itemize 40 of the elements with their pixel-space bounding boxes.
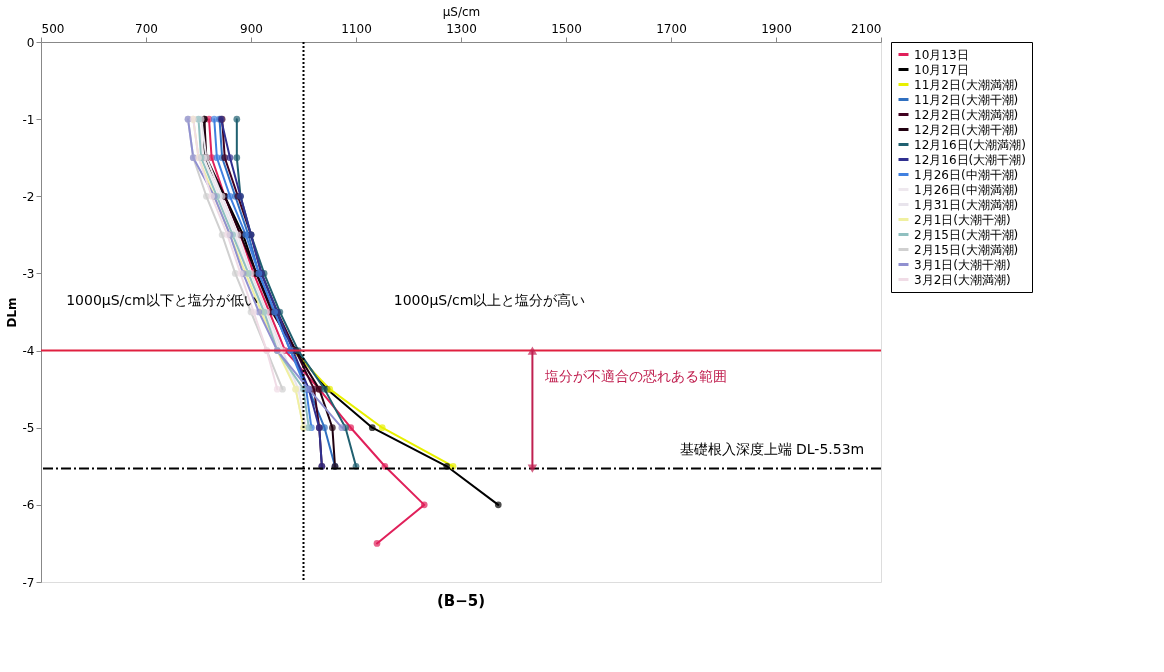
legend-label: 12月2日(大潮満潮) [914,107,1019,122]
x-tick-label: 1700 [656,21,687,36]
legend-label: 11月2日(大潮干潮) [914,92,1019,107]
legend-label: 2月15日(大潮満潮) [914,242,1019,257]
x-tick-label: 1100 [341,21,372,36]
x-axis-title: μS/cm [442,4,481,19]
x-tick-label: 700 [135,21,158,36]
y-tick-label: -5 [22,421,35,436]
y-tick-label: -7 [22,575,35,590]
legend-label: 3月2日(大潮満潮) [914,272,1011,287]
y-tick-label: -2 [22,189,35,204]
legend-label: 12月2日(大潮干潮) [914,122,1019,137]
legend-label: 1月31日(大潮満潮) [914,197,1019,212]
x-tick-label: 1900 [761,21,792,36]
annotation: 1000μS/cm以上と塩分が高い [393,292,586,309]
y-tick-label: -1 [22,112,35,127]
legend-label: 3月1日(大潮干潮) [914,257,1011,272]
legend-label: 11月2日(大潮満潮) [914,77,1019,92]
legend-label: 2月15日(大潮干潮) [914,227,1019,242]
x-tick-label: 1300 [446,21,477,36]
x-tick-label: 1500 [551,21,582,36]
y-tick-label: -3 [22,266,35,281]
annotation: 1000μS/cm以下と塩分が低い [66,292,258,309]
legend-label: 1月26日(中潮干潮) [914,167,1019,182]
annotation: 基礎根入深度上端 DL-5.53m [679,440,865,457]
y-tick-label: -6 [22,498,35,513]
legend-label: 1月26日(中潮満潮) [914,182,1019,197]
legend-label: 12月16日(大潮干潮) [914,152,1026,167]
y-axis-title: DLm [4,297,19,328]
x-tick-label: 900 [240,21,263,36]
annotation: 塩分が不適合の恐れある範囲 [544,367,727,384]
legend-label: 12月16日(大潮満潮) [914,137,1026,152]
legend-label: 10月13日 [914,47,969,62]
legend-label: 10月17日 [914,62,969,77]
y-tick-label: -4 [22,344,35,359]
y-tick-label: 0 [26,35,35,50]
legend-label: 2月1日(大潮干潮) [914,212,1011,227]
x-tick-label: 500 [41,21,65,36]
text: (B−5) [436,592,486,610]
x-tick-label: 2100 [850,21,882,36]
